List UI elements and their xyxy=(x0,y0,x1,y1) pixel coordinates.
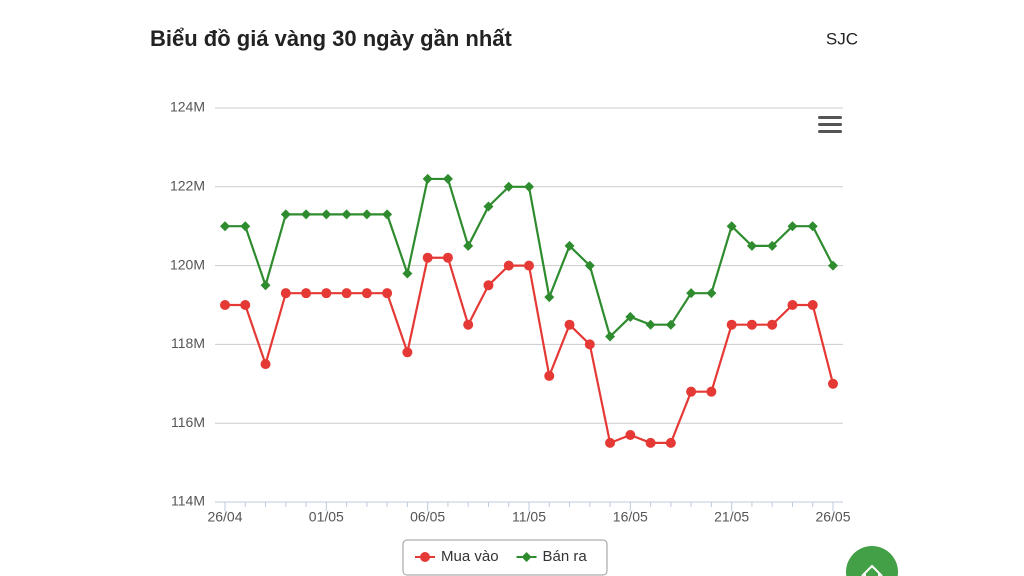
point xyxy=(503,260,514,271)
point xyxy=(787,221,798,232)
chart-subtitle: SJC xyxy=(826,29,858,48)
point xyxy=(240,221,251,232)
point xyxy=(746,319,757,330)
point xyxy=(382,209,393,220)
x-tick-label: 06/05 xyxy=(410,509,445,525)
x-tick-label: 26/05 xyxy=(815,509,850,525)
point xyxy=(767,319,778,330)
point xyxy=(706,386,717,397)
point xyxy=(828,260,838,271)
y-tick-label: 118M xyxy=(171,335,205,351)
point xyxy=(605,331,616,342)
point xyxy=(706,288,717,299)
y-tick-label: 116M xyxy=(171,414,205,430)
point xyxy=(341,209,352,220)
point xyxy=(564,240,575,251)
series-line xyxy=(225,256,835,445)
point xyxy=(420,552,430,562)
point xyxy=(645,437,656,448)
point xyxy=(807,221,818,232)
home-button[interactable] xyxy=(846,546,898,576)
legend-label: Mua vào xyxy=(441,548,499,565)
point xyxy=(442,173,453,184)
x-tick-label: 26/04 xyxy=(207,509,242,525)
point xyxy=(280,288,291,299)
point xyxy=(361,288,372,299)
point xyxy=(321,288,332,299)
point xyxy=(584,339,595,350)
point xyxy=(382,288,393,299)
point xyxy=(280,209,291,220)
x-tick-label: 16/05 xyxy=(613,509,648,525)
point xyxy=(524,181,534,192)
point xyxy=(483,201,494,212)
x-tick-label: 11/05 xyxy=(512,509,546,525)
point xyxy=(321,209,332,220)
point xyxy=(260,359,271,370)
point xyxy=(665,437,676,448)
point xyxy=(625,311,636,322)
menu-bar xyxy=(818,123,842,126)
point xyxy=(686,288,697,299)
point xyxy=(767,240,778,251)
point xyxy=(665,319,676,330)
chart-title: Biểu đồ giá vàng 30 ngày gần nhất xyxy=(150,26,513,51)
point xyxy=(564,319,575,330)
point xyxy=(220,300,230,310)
point xyxy=(645,319,656,330)
point xyxy=(726,319,737,330)
point xyxy=(463,319,474,330)
x-tick-label: 01/05 xyxy=(309,509,344,525)
point xyxy=(483,280,494,291)
point xyxy=(220,221,230,232)
point xyxy=(422,252,433,263)
point xyxy=(422,173,433,184)
point xyxy=(746,240,757,251)
point xyxy=(544,292,555,303)
y-tick-label: 122M xyxy=(170,178,205,194)
point xyxy=(605,437,616,448)
point xyxy=(686,386,697,397)
point xyxy=(726,221,737,232)
y-tick-label: 120M xyxy=(170,256,205,272)
point xyxy=(544,370,555,381)
menu-bar xyxy=(818,130,842,133)
point xyxy=(442,252,453,263)
point xyxy=(524,260,534,271)
x-tick-label: 21/05 xyxy=(714,509,749,525)
point xyxy=(787,300,798,310)
point xyxy=(240,300,251,310)
point xyxy=(402,347,413,358)
menu-bar xyxy=(818,116,842,119)
menu-button[interactable] xyxy=(818,116,842,133)
point xyxy=(625,430,636,441)
point xyxy=(463,240,474,251)
point xyxy=(361,209,372,220)
point xyxy=(301,288,312,299)
point xyxy=(260,280,271,291)
series-line xyxy=(225,177,834,339)
point xyxy=(402,268,413,279)
home-circle xyxy=(846,546,898,576)
point xyxy=(503,181,514,192)
legend-label: Bán ra xyxy=(543,548,588,565)
point xyxy=(807,300,818,310)
point xyxy=(584,260,595,271)
point xyxy=(301,209,312,220)
point xyxy=(828,378,838,389)
y-tick-label: 114M xyxy=(171,493,205,509)
y-tick-label: 124M xyxy=(170,99,205,115)
legend-box xyxy=(402,539,608,576)
point xyxy=(521,552,532,562)
point xyxy=(341,288,352,299)
